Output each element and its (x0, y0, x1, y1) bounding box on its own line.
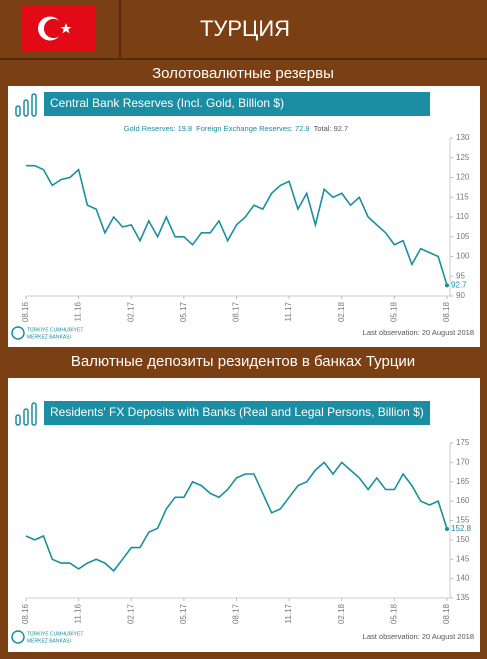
legend-note: Gold Reserves: 19.8 Foreign Exchange Rese… (124, 124, 348, 133)
title-icon (31, 402, 37, 426)
chart-title: Residents' FX Deposits with Banks (Real … (50, 405, 424, 419)
x-tick-label: 02.18 (337, 603, 346, 624)
x-tick-label: 08.18 (442, 301, 451, 322)
x-tick-label: 08.16 (21, 603, 30, 624)
logo-text: TÜRKİYE CUMHURİYET (27, 326, 83, 333)
y-tick-label: 150 (456, 535, 470, 544)
x-tick-label: 05.18 (389, 603, 398, 624)
x-tick-label: 05.18 (389, 301, 398, 322)
title-box (44, 401, 430, 425)
x-tick-label: 02.17 (126, 301, 135, 322)
last-value-label: 92.7 (451, 280, 467, 289)
x-tick-label: 11.16 (74, 301, 83, 321)
section-title: Золотовалютные резервы (152, 65, 334, 82)
section-title: Валютные депозиты резидентов в банках Ту… (71, 353, 415, 370)
x-tick-label: 11.17 (284, 603, 293, 623)
note: Foreign Exchange Reserves: 72.9 (196, 124, 309, 133)
y-tick-label: 130 (456, 133, 470, 142)
note: Total: 92.7 (314, 124, 349, 133)
y-tick-label: 90 (456, 291, 465, 300)
logo-text: TÜRKİYE CUMHURİYET (27, 630, 83, 637)
x-tick-label: 02.18 (337, 301, 346, 322)
logo-text: MERKEZ BANKASI (27, 638, 71, 644)
last-point (445, 283, 449, 288)
x-tick-label: 11.16 (74, 603, 83, 623)
x-tick-label: 11.17 (284, 301, 293, 321)
flag-crescent-cut (43, 18, 64, 39)
title-icon (15, 105, 21, 117)
title-icon (15, 414, 21, 426)
y-tick-label: 135 (456, 593, 470, 602)
y-tick-label: 165 (456, 477, 470, 486)
x-tick-label: 08.17 (232, 301, 241, 322)
last-point (445, 527, 449, 532)
panel (8, 86, 480, 347)
page-title: ТУРЦИЯ (200, 16, 290, 41)
title-box (44, 92, 430, 116)
flag-star (60, 23, 72, 34)
x-tick-label: 08.18 (442, 603, 451, 624)
note: Gold Reserves: 19.8 (124, 124, 192, 133)
x-tick-label: 08.16 (21, 301, 30, 322)
y-tick-label: 120 (456, 173, 470, 182)
data-line (25, 461, 448, 573)
y-tick-label: 100 (456, 252, 470, 261)
y-tick-label: 105 (456, 232, 470, 241)
y-tick-label: 115 (456, 192, 469, 201)
last-value-label: 152.8 (451, 524, 472, 533)
x-tick-label: 05.17 (179, 603, 188, 624)
y-tick-label: 145 (456, 554, 470, 563)
logo-text: MERKEZ BANKASI (27, 334, 71, 340)
source-note: Last observation: 20 August 2018 (363, 328, 474, 337)
y-tick-label: 110 (456, 212, 469, 221)
title-icon (31, 93, 37, 117)
source-note: Last observation: 20 August 2018 (363, 632, 474, 641)
title-icon (23, 408, 29, 426)
y-tick-label: 140 (456, 574, 470, 583)
y-tick-label: 170 (456, 457, 470, 466)
y-tick-label: 175 (456, 438, 470, 447)
y-tick-label: 95 (456, 271, 465, 280)
logo (11, 630, 25, 644)
x-tick-label: 02.17 (126, 603, 135, 624)
y-tick-label: 160 (456, 496, 470, 505)
logo (11, 326, 25, 340)
x-tick-label: 05.17 (179, 301, 188, 322)
data-line (26, 164, 448, 286)
x-tick-label: 08.17 (232, 603, 241, 624)
y-tick-label: 155 (456, 516, 470, 525)
title-icon (23, 99, 29, 117)
chart-title: Central Bank Reserves (Incl. Gold, Billi… (50, 96, 284, 110)
y-tick-label: 125 (456, 153, 470, 162)
